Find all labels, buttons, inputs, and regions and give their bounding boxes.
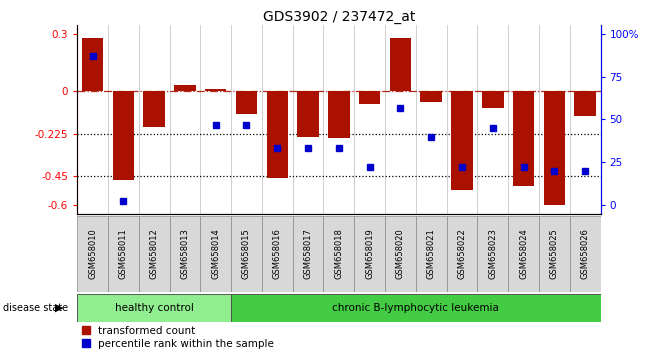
Text: GSM658010: GSM658010 [88, 229, 97, 279]
Text: GSM658013: GSM658013 [180, 229, 189, 279]
Bar [297, 91, 319, 137]
Bar [144, 91, 165, 127]
Bar [508, 216, 539, 292]
Legend: transformed count, percentile rank within the sample: transformed count, percentile rank withi… [83, 326, 274, 349]
Bar [293, 216, 323, 292]
Bar [359, 91, 380, 104]
Bar [231, 294, 601, 322]
Bar [544, 91, 565, 205]
Text: GSM658025: GSM658025 [550, 229, 559, 279]
Bar [323, 216, 354, 292]
Bar [108, 216, 139, 292]
Text: healthy control: healthy control [115, 303, 193, 313]
Bar [390, 38, 411, 91]
Bar [451, 91, 473, 189]
Bar [354, 216, 385, 292]
Bar [205, 89, 227, 91]
Bar [574, 91, 596, 116]
Bar [477, 216, 508, 292]
Bar [77, 216, 108, 292]
Bar [170, 216, 201, 292]
Bar [513, 91, 534, 186]
Text: ▶: ▶ [55, 303, 64, 313]
Bar [231, 216, 262, 292]
Bar [416, 216, 447, 292]
Bar [266, 91, 288, 178]
Bar [113, 91, 134, 180]
Bar [77, 294, 231, 322]
Text: GSM658026: GSM658026 [580, 229, 590, 279]
Bar [482, 91, 503, 108]
Title: GDS3902 / 237472_at: GDS3902 / 237472_at [262, 10, 415, 24]
Bar [236, 91, 257, 114]
Text: chronic B-lymphocytic leukemia: chronic B-lymphocytic leukemia [332, 303, 499, 313]
Bar [201, 216, 231, 292]
Text: GSM658016: GSM658016 [273, 229, 282, 279]
Bar [174, 85, 196, 91]
Text: GSM658015: GSM658015 [242, 229, 251, 279]
Text: GSM658018: GSM658018 [334, 229, 344, 279]
Bar [262, 216, 293, 292]
Text: GSM658012: GSM658012 [150, 229, 158, 279]
Bar [385, 216, 416, 292]
Bar [139, 216, 170, 292]
Bar [82, 38, 103, 91]
Text: GSM658019: GSM658019 [365, 229, 374, 279]
Bar [539, 216, 570, 292]
Text: GSM658011: GSM658011 [119, 229, 128, 279]
Bar [447, 216, 477, 292]
Text: disease state: disease state [3, 303, 68, 313]
Text: GSM658017: GSM658017 [303, 229, 313, 279]
Text: GSM658020: GSM658020 [396, 229, 405, 279]
Text: GSM658022: GSM658022 [458, 229, 466, 279]
Text: GSM658021: GSM658021 [427, 229, 435, 279]
Text: GSM658014: GSM658014 [211, 229, 220, 279]
Text: GSM658023: GSM658023 [488, 229, 497, 279]
Bar [570, 216, 601, 292]
Bar [421, 91, 442, 102]
Bar [328, 91, 350, 138]
Text: GSM658024: GSM658024 [519, 229, 528, 279]
